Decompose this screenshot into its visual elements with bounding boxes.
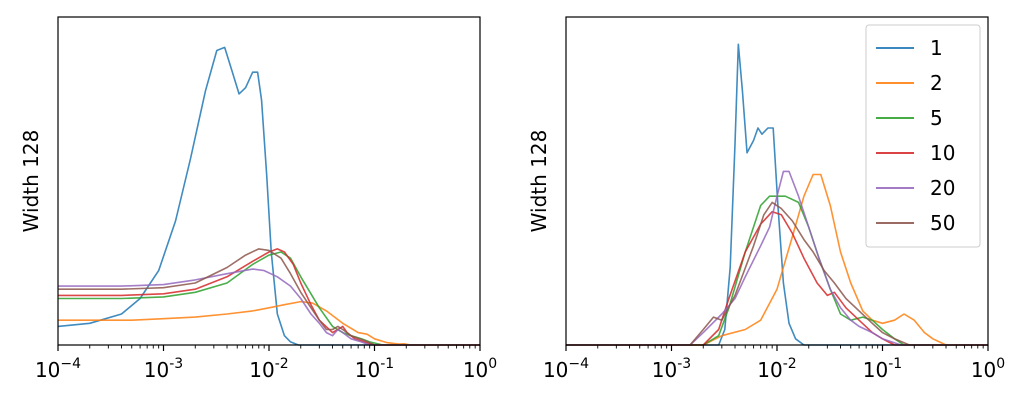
legend-box: [865, 24, 981, 248]
x-tick-label: 10−4: [543, 356, 589, 382]
legend-label-2: 2: [930, 71, 943, 95]
chart-panel-2: 10−4 10-3 10-2 10-1 100 Width 128 1 2 5 10 20 50: [527, 16, 1005, 382]
x-tick-label: 10-3: [652, 356, 691, 382]
series-line-50: [566, 201, 988, 346]
y-axis-label: Width 128: [19, 130, 43, 233]
legend: 1 2 5 10 20 50: [865, 24, 981, 248]
x-tick-label: 10-1: [863, 356, 902, 382]
series-line-10: [58, 248, 480, 346]
x-tick-label: 100: [971, 356, 1005, 382]
series-line-50: [58, 248, 480, 346]
y-axis-label: Width 128: [527, 130, 551, 233]
x-tick-label: 10-3: [144, 356, 183, 382]
series-line-5: [58, 251, 480, 346]
x-tick-label: 10-2: [757, 356, 796, 382]
x-tick-label: 10-2: [249, 356, 288, 382]
series-line-2: [566, 173, 988, 346]
series-line-20: [58, 268, 480, 346]
x-tick-label: 100: [463, 356, 497, 382]
legend-label-5: 5: [930, 106, 943, 130]
x-tick-label: 10−4: [35, 356, 81, 382]
series-line-2: [58, 300, 480, 346]
legend-label-1: 1: [930, 36, 943, 60]
series-line-1: [566, 43, 988, 346]
legend-label-50: 50: [930, 211, 955, 235]
series-line-1: [57, 46, 480, 346]
chart-panel-1: 10−4 10-3 10-2 10-1 100 Width 128: [19, 16, 497, 382]
legend-label-10: 10: [930, 141, 955, 165]
x-tick-label: 10-1: [355, 356, 394, 382]
legend-label-20: 20: [930, 176, 955, 200]
